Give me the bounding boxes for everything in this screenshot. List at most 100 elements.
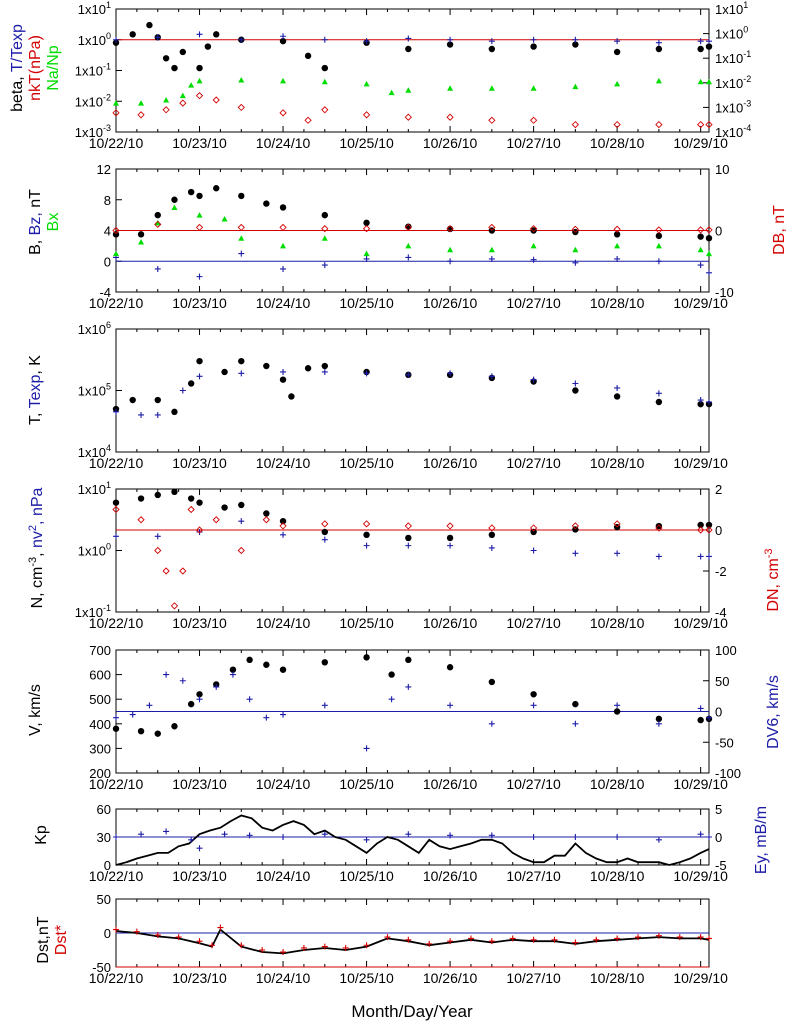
panel-velocity: 10/22/10 10/23/10 10/24/10 10/25/10 10/26/10…: [89, 643, 741, 792]
x-tick-label: 10/23/10: [172, 776, 227, 792]
series-n-point: [363, 531, 370, 539]
series-n-point: [221, 504, 228, 511]
series-nkt-npa--point: [446, 113, 454, 121]
series-ey-point: [321, 831, 328, 838]
series-bz-point: [697, 262, 704, 269]
series-v-point: [321, 659, 329, 666]
series-texp-point: [321, 368, 328, 375]
x-tick-label: 10/22/10: [89, 135, 144, 151]
series-dn-point: [404, 522, 412, 530]
y-tick-label-right: -50: [715, 735, 734, 750]
series-t-texp-point: [196, 31, 203, 38]
series-na-np-point: [706, 78, 712, 85]
y-tick-label-right: 1x10-4: [715, 123, 751, 140]
series-v-point: [363, 654, 370, 661]
series-texp-point: [196, 373, 203, 380]
series-dv6-point: [488, 720, 495, 727]
series-t-point: [288, 393, 295, 400]
series-beta-point: [446, 41, 454, 48]
series-t-point: [238, 357, 245, 365]
series-dst--point: [113, 926, 119, 933]
y-tick-label-left: 1x101: [78, 0, 111, 17]
series-dst--point: [706, 935, 712, 942]
x-tick-label: 10/29/10: [673, 455, 728, 471]
series-v-point: [697, 716, 704, 724]
series-beta-point: [162, 55, 170, 62]
y-tick-label-left: 200: [89, 766, 111, 781]
series-bx-point: [697, 246, 704, 253]
y-tick-label-right: 0: [715, 705, 722, 720]
series-n-point: [263, 510, 270, 517]
y-tick-label-left: 0: [104, 254, 111, 269]
series-dst--point: [154, 932, 161, 939]
series-v-point: [229, 666, 237, 673]
series-beta-point: [613, 48, 621, 56]
series-dv6-point: [263, 714, 270, 721]
series-na-np-point: [405, 87, 412, 93]
series-dn-point: [613, 520, 621, 528]
series-nv2-point: [488, 544, 495, 551]
series-n-point: [238, 501, 245, 509]
series-nkt-npa--point: [162, 106, 170, 114]
series-texp-point: [697, 397, 704, 404]
y-tick-label-right: 50: [715, 674, 729, 689]
series-na-np-point: [188, 82, 195, 88]
series-bx-point: [138, 239, 145, 245]
series-ey-point: [221, 831, 228, 838]
series-t-point: [279, 376, 287, 383]
series-dv6-point: [129, 711, 136, 718]
series-dv6-point: [196, 696, 203, 703]
y-title-p0-nkt: nkT(nPa): [27, 35, 44, 101]
series-b-point: [655, 232, 663, 240]
series-v-point: [137, 727, 145, 735]
series-bx-point: [447, 246, 454, 253]
series-texp-point: [363, 370, 370, 377]
series-bx-point: [405, 242, 412, 249]
series-na-np-point: [530, 85, 537, 91]
series-b-point: [171, 196, 178, 203]
series-nv2-point: [572, 550, 579, 557]
series-dst--point: [175, 934, 182, 941]
series-dn-point: [321, 520, 329, 528]
series-nkt-npa--point: [304, 116, 312, 124]
series-dst--point: [530, 936, 537, 943]
series-texp-point: [113, 408, 119, 415]
series-nv2-point: [113, 533, 119, 540]
series-beta-point: [146, 21, 153, 29]
series-b-point: [363, 219, 370, 227]
series-ey-point: [196, 845, 203, 852]
x-tick-label: 10/22/10: [89, 776, 144, 792]
series-bx-point: [171, 204, 178, 210]
x-tick-label: 10/24/10: [256, 970, 311, 986]
series-bz-point: [447, 258, 454, 265]
y-title-p1-bx: Bx: [45, 213, 62, 232]
panel-dst: 10/22/10 10/23/10 10/24/10 10/25/10 10/26/10…: [89, 892, 728, 986]
y-tick-label-right: -4: [715, 605, 727, 620]
x-tick-label: 10/22/10: [89, 295, 144, 311]
y-tick-label-right: 0: [715, 523, 722, 538]
series-texp-point: [706, 399, 712, 406]
series-db-point: [195, 223, 204, 232]
series-t-point: [655, 398, 663, 406]
y-title-p3: N, cm-3, nv2, nPa: [27, 487, 46, 608]
series-bz-point: [655, 258, 662, 265]
series-dv6-point: [229, 671, 236, 678]
series-bz-point: [154, 265, 161, 272]
series-n-point: [321, 528, 329, 536]
series-dst--point: [426, 940, 433, 947]
series-texp-point: [572, 380, 579, 387]
series-dst--point: [593, 936, 600, 943]
series-v-point: [446, 664, 454, 671]
series-dn-point: [162, 567, 170, 575]
series-bx-point: [280, 242, 287, 249]
series-dn-point: [655, 524, 663, 532]
series-na-np-point: [697, 78, 704, 85]
series-nkt-npa--point: [137, 111, 145, 119]
y-title-p0: beta, T/Texp: [9, 24, 26, 112]
series-db-point: [154, 220, 162, 228]
series-dv6-point: [697, 705, 704, 712]
series-v-point: [246, 656, 253, 664]
series-na-np-point: [572, 83, 579, 90]
series-dn-point: [195, 526, 204, 534]
series-na-np-point: [138, 100, 145, 106]
